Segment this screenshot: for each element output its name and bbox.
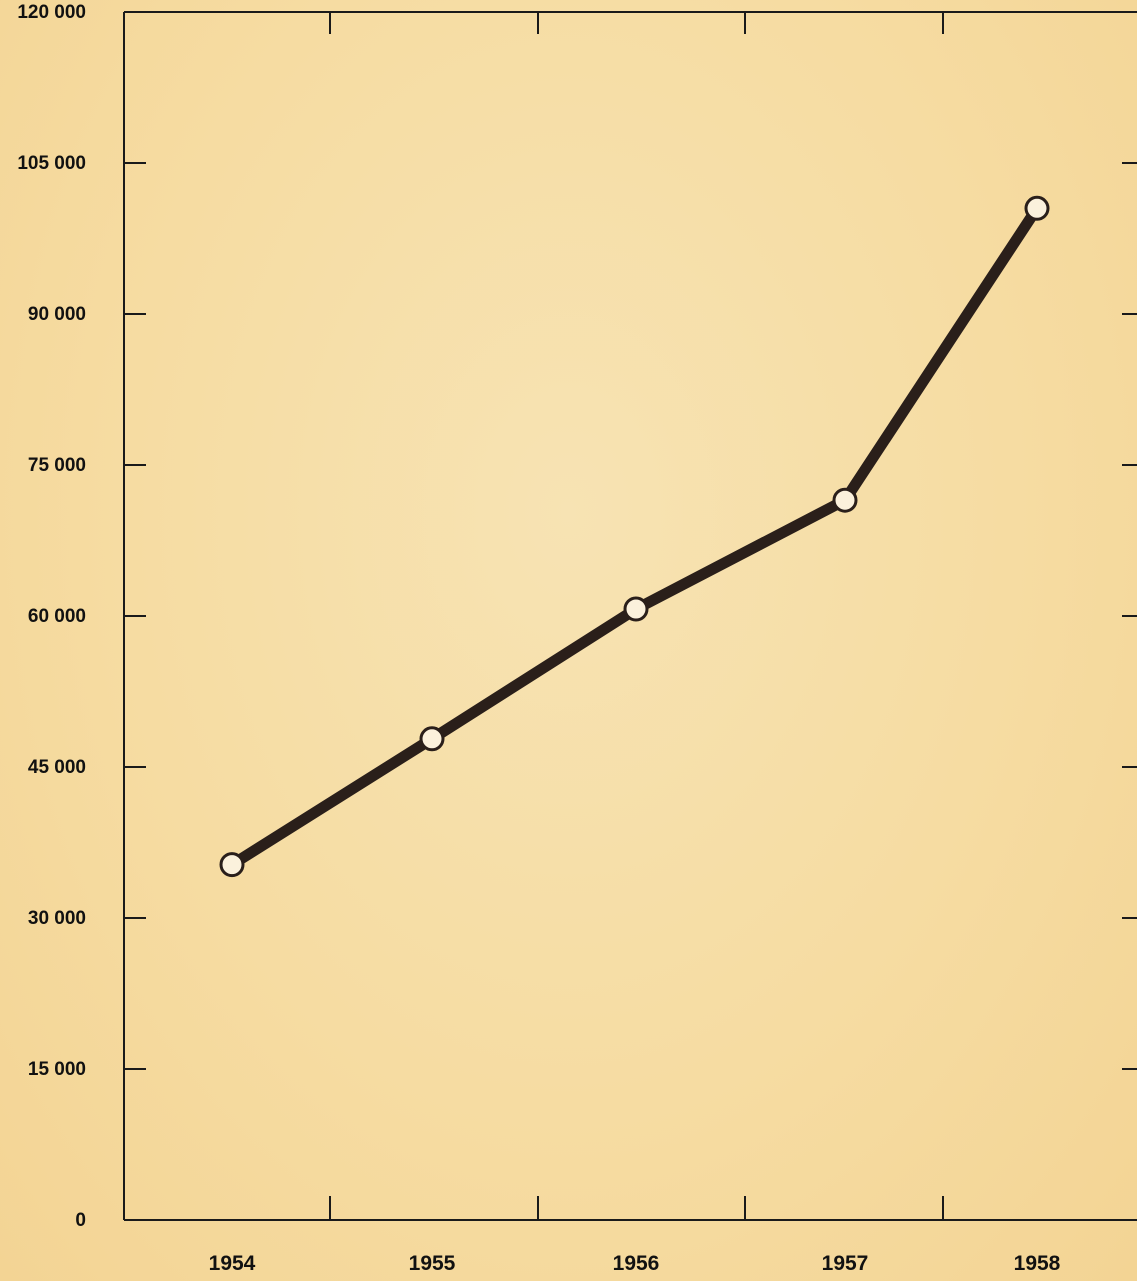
y-tick-label: 105 000 <box>17 153 86 174</box>
y-tick-label: 60 000 <box>28 606 86 627</box>
data-point-1954 <box>219 852 245 878</box>
y-tick-label: 0 <box>75 1210 86 1231</box>
data-point-1958 <box>1024 195 1050 221</box>
y-tick-label: 30 000 <box>28 908 86 929</box>
x-tick-label: 1955 <box>409 1252 456 1275</box>
x-tick-label: 1954 <box>209 1252 256 1275</box>
x-tick-label: 1956 <box>613 1252 660 1275</box>
data-point-1956 <box>623 596 649 622</box>
x-tick-label: 1957 <box>822 1252 869 1275</box>
y-tick-label: 120 000 <box>17 2 86 23</box>
y-tick-label: 45 000 <box>28 757 86 778</box>
x-tick-label: 1958 <box>1014 1252 1061 1275</box>
data-point-1957 <box>832 487 858 513</box>
y-tick-label: 75 000 <box>28 455 86 476</box>
y-tick-label: 15 000 <box>28 1059 86 1080</box>
y-tick-label: 90 000 <box>28 304 86 325</box>
data-point-1955 <box>419 726 445 752</box>
series-line <box>226 202 1043 871</box>
